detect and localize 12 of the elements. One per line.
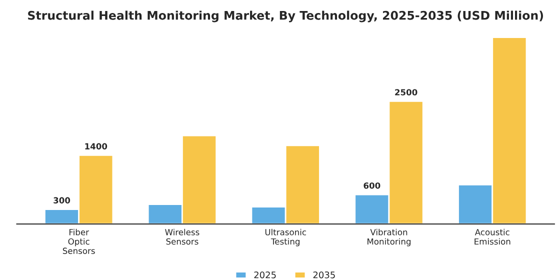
data-label: 2500 xyxy=(395,89,418,96)
x-tick-label: Fiber Optic Sensors xyxy=(62,228,95,254)
chart-title: Structural Health Monitoring Market, By Technology, 2025-2035 (USD Million) xyxy=(28,10,543,22)
x-tick-label: Ultrasonic Testing xyxy=(265,228,306,246)
x-tick-label: Vibration Monitoring xyxy=(368,228,411,246)
data-label: 1400 xyxy=(85,143,108,150)
data-label: 300 xyxy=(54,197,70,204)
x-tick-label: Acoustic Emission xyxy=(474,228,510,245)
legend-label: 2025 xyxy=(254,271,276,278)
data-label: 600 xyxy=(364,182,380,189)
x-tick-label: Wireless Sensors xyxy=(165,228,200,245)
legend-label: 2035 xyxy=(313,271,335,278)
